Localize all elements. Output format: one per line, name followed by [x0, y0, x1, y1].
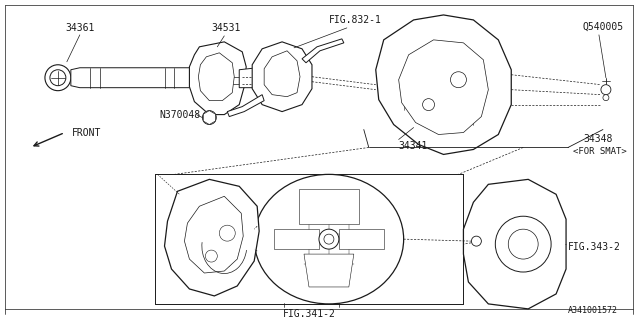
Polygon shape [304, 254, 354, 287]
Circle shape [508, 229, 538, 259]
Text: <FOR SMAT>: <FOR SMAT> [573, 147, 627, 156]
Text: 34341: 34341 [399, 141, 428, 151]
Polygon shape [252, 42, 312, 112]
Circle shape [205, 250, 218, 262]
Circle shape [451, 72, 467, 88]
Text: FRONT: FRONT [72, 128, 101, 138]
Polygon shape [227, 95, 264, 116]
Text: 34531: 34531 [212, 23, 241, 33]
Circle shape [422, 99, 435, 111]
Polygon shape [274, 229, 319, 249]
Polygon shape [184, 196, 243, 273]
Polygon shape [399, 40, 488, 134]
Circle shape [45, 65, 71, 91]
Text: FIG.343-2: FIG.343-2 [568, 242, 621, 252]
Text: 34361: 34361 [65, 23, 95, 33]
Polygon shape [198, 53, 234, 100]
Polygon shape [264, 51, 300, 97]
Polygon shape [239, 68, 267, 88]
Text: 34348: 34348 [583, 134, 612, 145]
Circle shape [472, 236, 481, 246]
Polygon shape [302, 39, 344, 63]
Polygon shape [376, 15, 511, 155]
Text: FIG.832-1: FIG.832-1 [329, 15, 382, 25]
Text: N370048: N370048 [159, 109, 200, 120]
Text: Q540005: Q540005 [583, 22, 624, 32]
Polygon shape [204, 111, 216, 124]
Circle shape [601, 85, 611, 95]
Circle shape [324, 234, 334, 244]
Ellipse shape [254, 174, 404, 304]
Circle shape [205, 114, 213, 122]
Circle shape [220, 225, 236, 241]
Polygon shape [339, 229, 384, 249]
Text: FIG.341-2: FIG.341-2 [282, 309, 335, 319]
Circle shape [319, 229, 339, 249]
Circle shape [495, 216, 551, 272]
Polygon shape [189, 42, 246, 115]
Circle shape [50, 70, 66, 86]
Circle shape [202, 111, 216, 124]
Polygon shape [463, 179, 566, 309]
Polygon shape [71, 68, 209, 88]
Text: A341001572: A341001572 [568, 306, 618, 316]
Polygon shape [299, 189, 359, 224]
Circle shape [603, 95, 609, 100]
Polygon shape [164, 179, 259, 296]
